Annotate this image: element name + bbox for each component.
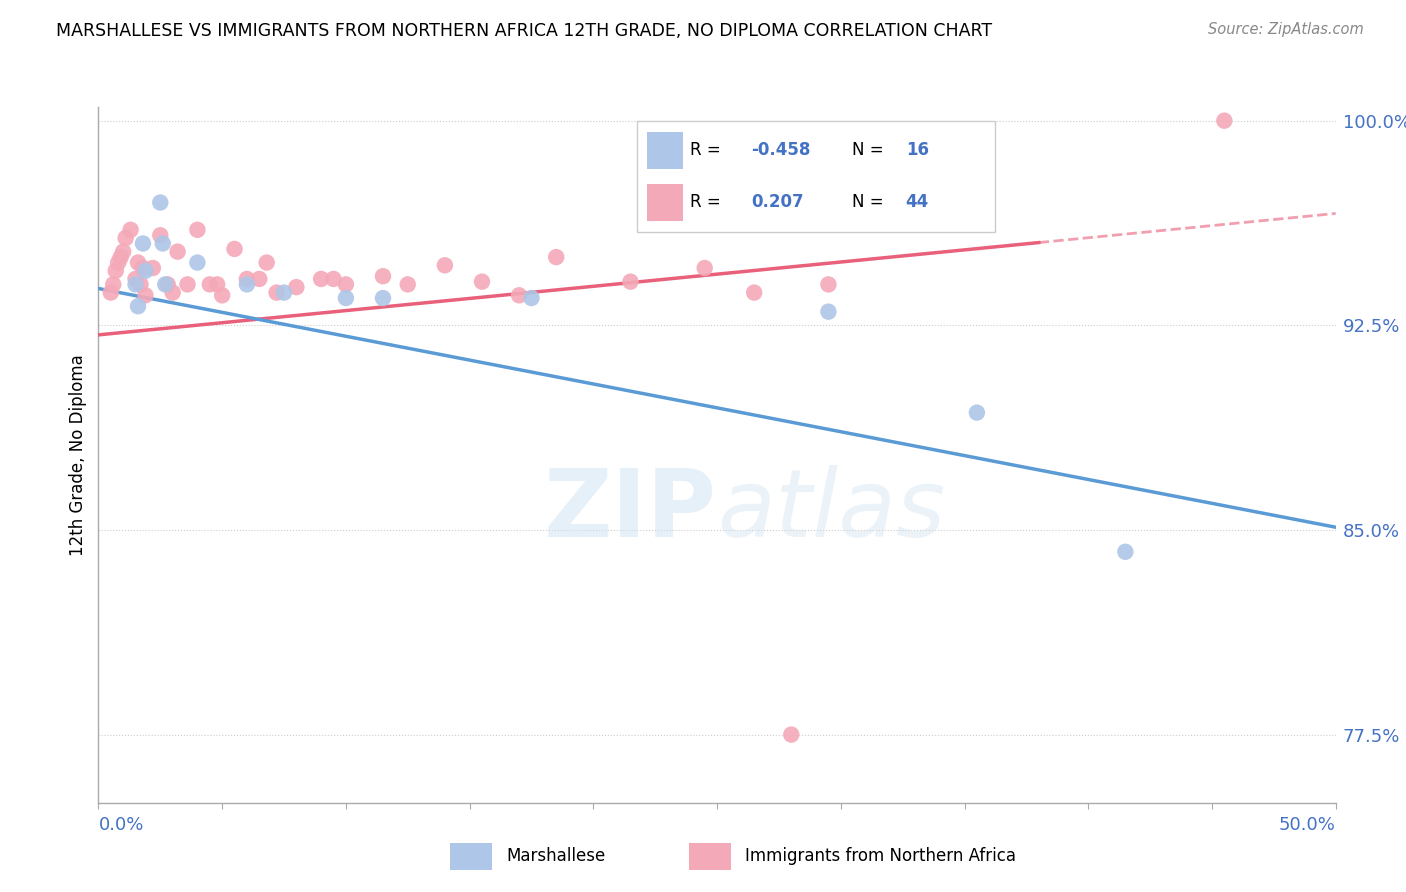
Point [256, 255, 278, 269]
Point [335, 291, 357, 305]
Point [520, 291, 543, 305]
Point [129, 277, 152, 292]
Point [546, 250, 568, 264]
Point [1114, 545, 1136, 559]
Point [1213, 113, 1236, 128]
Point [132, 260, 155, 275]
Point [127, 299, 149, 313]
Point [103, 277, 125, 292]
Point [285, 280, 308, 294]
Point [152, 236, 174, 251]
Point [156, 277, 179, 292]
Point [186, 255, 208, 269]
Point [396, 277, 419, 292]
Point [693, 260, 716, 275]
Point [211, 288, 233, 302]
Point [335, 277, 357, 292]
Point [198, 277, 221, 292]
Text: 50.0%: 50.0% [1279, 816, 1336, 834]
Point [124, 277, 146, 292]
Bar [689, 843, 731, 870]
Point [124, 272, 146, 286]
Point [817, 277, 839, 292]
Point [155, 277, 177, 292]
Point [205, 277, 228, 292]
Point [371, 291, 394, 305]
Point [508, 288, 530, 302]
Point [149, 228, 172, 243]
Point [166, 244, 188, 259]
Text: 0.0%: 0.0% [98, 816, 143, 834]
Point [236, 272, 259, 286]
Point [132, 236, 155, 251]
Point [112, 244, 135, 259]
Point [966, 406, 988, 420]
Point [142, 260, 165, 275]
Point [134, 264, 156, 278]
Point [127, 255, 149, 269]
Y-axis label: 12th Grade, No Diploma: 12th Grade, No Diploma [69, 354, 87, 556]
Point [247, 272, 270, 286]
Point [309, 272, 332, 286]
Point [104, 264, 127, 278]
Text: Source: ZipAtlas.com: Source: ZipAtlas.com [1208, 22, 1364, 37]
Point [224, 242, 246, 256]
Text: Marshallese: Marshallese [506, 847, 606, 865]
Point [266, 285, 288, 300]
Point [134, 288, 156, 302]
Point [273, 285, 295, 300]
Point [780, 728, 803, 742]
Point [120, 223, 142, 237]
Point [110, 250, 132, 264]
Point [471, 275, 494, 289]
Point [107, 255, 129, 269]
Point [176, 277, 198, 292]
Point [162, 285, 184, 300]
Text: Immigrants from Northern Africa: Immigrants from Northern Africa [745, 847, 1017, 865]
Point [114, 231, 136, 245]
Point [619, 275, 641, 289]
Point [817, 304, 839, 318]
Point [236, 277, 259, 292]
Text: ZIP: ZIP [544, 465, 717, 557]
Point [322, 272, 344, 286]
Point [100, 285, 122, 300]
Text: MARSHALLESE VS IMMIGRANTS FROM NORTHERN AFRICA 12TH GRADE, NO DIPLOMA CORRELATIO: MARSHALLESE VS IMMIGRANTS FROM NORTHERN … [56, 22, 993, 40]
Point [186, 223, 208, 237]
Point [371, 269, 394, 284]
Point [742, 285, 765, 300]
Point [433, 258, 456, 272]
Text: atlas: atlas [717, 465, 945, 556]
Point [149, 195, 172, 210]
Bar [450, 843, 492, 870]
